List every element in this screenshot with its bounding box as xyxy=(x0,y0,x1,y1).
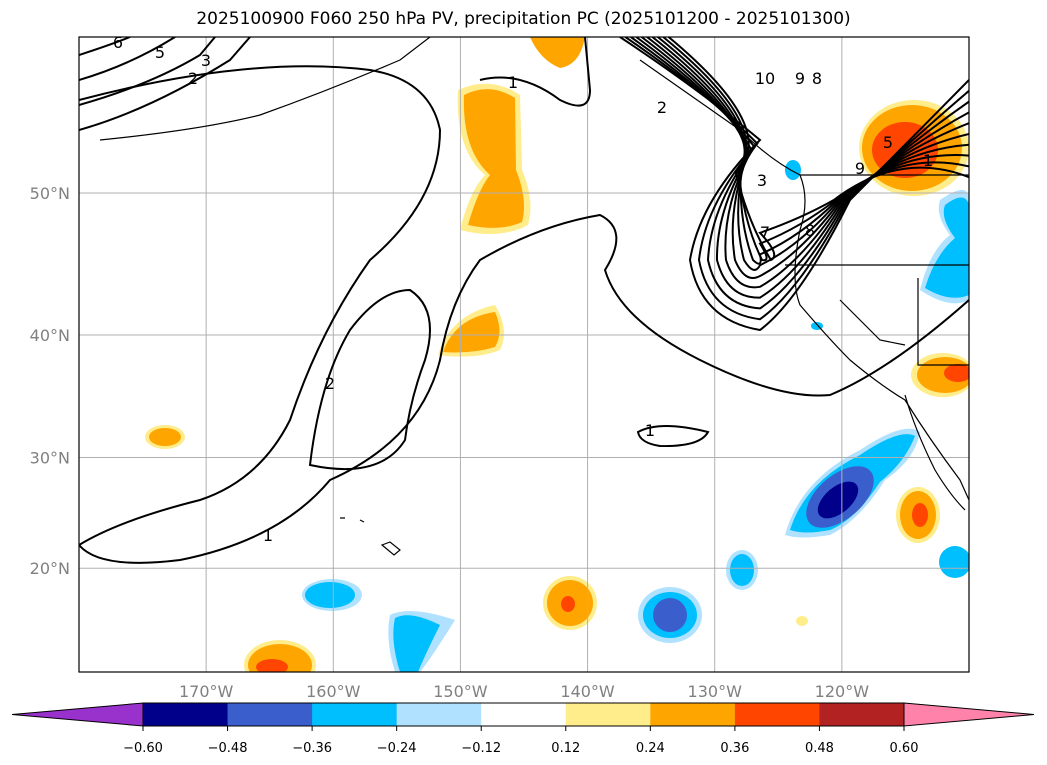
precip-positive-area xyxy=(912,503,928,527)
precip-shading xyxy=(145,37,969,672)
precip-negative-area xyxy=(817,481,859,519)
pv-contour-2 xyxy=(308,288,431,471)
precip-negative-area xyxy=(939,546,969,578)
colorbar-segment xyxy=(734,703,820,726)
precip-positive-area xyxy=(530,37,585,68)
lon-tick-label: 130°W xyxy=(688,682,743,701)
colorbar-tick-label: 0.36 xyxy=(720,741,749,756)
contour-label: 2 xyxy=(325,374,335,393)
contour-label: 1 xyxy=(923,151,933,170)
contour-label: 1 xyxy=(263,526,273,545)
pv-contours xyxy=(79,37,969,564)
contour-label: 3 xyxy=(201,51,211,70)
contour-label: 8 xyxy=(812,69,822,88)
pv-contour-1 xyxy=(479,37,592,107)
colorbar-tick-label: 0.48 xyxy=(805,741,834,756)
pv-contour-1 xyxy=(79,213,969,564)
precip-negative-area xyxy=(393,615,440,672)
lon-tick-label: 150°W xyxy=(433,682,488,701)
contour-label: 2 xyxy=(657,98,667,117)
contour-label: 9 xyxy=(855,159,865,178)
colorbar-tick-label: −0.24 xyxy=(377,741,417,756)
colorbar-segment xyxy=(565,703,651,726)
graticule xyxy=(79,37,969,672)
lon-tick-label: 120°W xyxy=(815,682,870,701)
contour-label: 1 xyxy=(508,73,518,92)
colorbar-tick-label: −0.48 xyxy=(208,741,248,756)
precip-negative-area xyxy=(730,554,754,586)
pv-contour-2 xyxy=(79,37,251,131)
precip-positive-area xyxy=(149,428,181,446)
precip-negative-area xyxy=(925,197,969,298)
colorbar-segment xyxy=(143,703,229,726)
contour-label: 8 xyxy=(805,221,815,240)
colorbar: −0.60 −0.48 −0.36 −0.24 −0.12 0.12 0.24 0.36 0.4… xyxy=(11,702,1035,756)
contour-label: 5 xyxy=(155,43,165,62)
colorbar-tick-label: −0.12 xyxy=(461,741,501,756)
colorbar-tick-label: 0.24 xyxy=(636,741,665,756)
colorbar-extend-min xyxy=(11,702,144,727)
lat-tick-label: 20°N xyxy=(30,559,70,578)
colorbar-tick-label: −0.60 xyxy=(123,741,163,756)
colorbar-outline xyxy=(142,702,905,727)
precip-negative-area xyxy=(653,598,687,632)
map-frame xyxy=(78,36,970,673)
contour-label: 7 xyxy=(760,223,770,242)
lon-tick-label: 170°W xyxy=(179,682,234,701)
lon-tick-label: 140°W xyxy=(560,682,615,701)
pv-contour-6 xyxy=(79,37,131,56)
contour-label: 10 xyxy=(755,69,775,88)
pv-contour-3 xyxy=(79,37,216,106)
contour-label: 6 xyxy=(113,33,123,52)
precip-positive-area xyxy=(443,312,500,353)
colorbar-tick-label: 0.12 xyxy=(551,741,580,756)
lon-tick-label: 160°W xyxy=(306,682,361,701)
precip-positive-area xyxy=(944,364,969,382)
pv-contour-1 xyxy=(636,425,710,448)
lat-tick-label: 50°N xyxy=(30,184,70,203)
colorbar-tick-label: −0.36 xyxy=(292,741,332,756)
pv-contour xyxy=(667,37,969,262)
precip-negative-area xyxy=(785,160,801,180)
colorbar-segment xyxy=(819,703,905,726)
precip-positive-area xyxy=(256,659,288,672)
precip-negative-area xyxy=(305,582,355,608)
colorbar-segment xyxy=(396,703,482,726)
pv-contour-1 xyxy=(79,65,442,546)
contour-label: 5 xyxy=(883,133,893,152)
contour-label: 9 xyxy=(795,69,805,88)
colorbar-segment xyxy=(227,703,313,726)
colorbar-extend-max xyxy=(903,702,1035,727)
axis-ticks: 170°W 160°W 150°W 140°W 130°W 120°W 50°N 40°N 30… xyxy=(30,184,870,701)
contour-label: 1 xyxy=(645,421,655,440)
lat-tick-label: 30°N xyxy=(30,449,70,468)
precip-positive-area xyxy=(796,616,808,626)
colorbar-tick-label: 0.60 xyxy=(890,741,919,756)
colorbar-segment xyxy=(312,703,398,726)
colorbar-segment xyxy=(650,703,736,726)
lat-tick-label: 40°N xyxy=(30,326,70,345)
precip-positive-area xyxy=(561,596,575,612)
pv-contour-5 xyxy=(79,37,176,81)
colorbar-segment xyxy=(481,703,567,726)
chart-title: 2025100900 F060 250 hPa PV, precipitatio… xyxy=(196,9,851,29)
contour-label: 3 xyxy=(757,171,767,190)
contour-label: 2 xyxy=(188,69,198,88)
